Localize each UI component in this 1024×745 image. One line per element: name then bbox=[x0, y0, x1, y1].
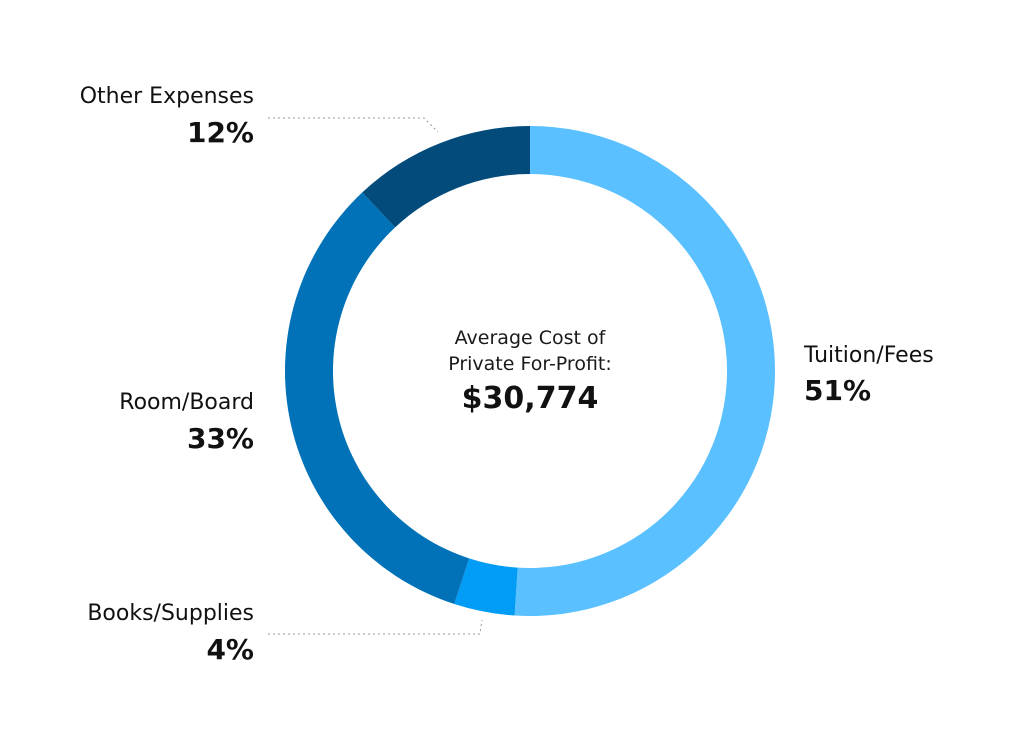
room-board-percent: 33% bbox=[187, 422, 254, 455]
room-board-label: Room/Board bbox=[119, 390, 254, 415]
slice-books-supplies bbox=[454, 558, 518, 616]
donut-slices bbox=[284, 126, 776, 616]
slice-tuition-fees bbox=[514, 126, 776, 616]
other-expenses-label: Other Expenses bbox=[80, 84, 254, 109]
center-value: $30,774 bbox=[462, 381, 599, 416]
slice-other-expenses bbox=[362, 126, 530, 228]
books-supplies-label: Books/Supplies bbox=[87, 601, 254, 626]
center-label-line-2: Private For-Profit: bbox=[448, 353, 612, 375]
books-supplies-leader-line bbox=[268, 619, 483, 635]
center-label-line-1: Average Cost of bbox=[455, 327, 607, 349]
other-expenses-percent: 12% bbox=[187, 116, 254, 149]
tuition-fees-percent: 51% bbox=[804, 374, 871, 407]
slice-room-board bbox=[284, 192, 470, 605]
tuition-fees-label: Tuition/Fees bbox=[803, 343, 934, 368]
books-supplies-percent: 4% bbox=[206, 633, 254, 666]
other-expenses-leader-line bbox=[268, 117, 439, 133]
